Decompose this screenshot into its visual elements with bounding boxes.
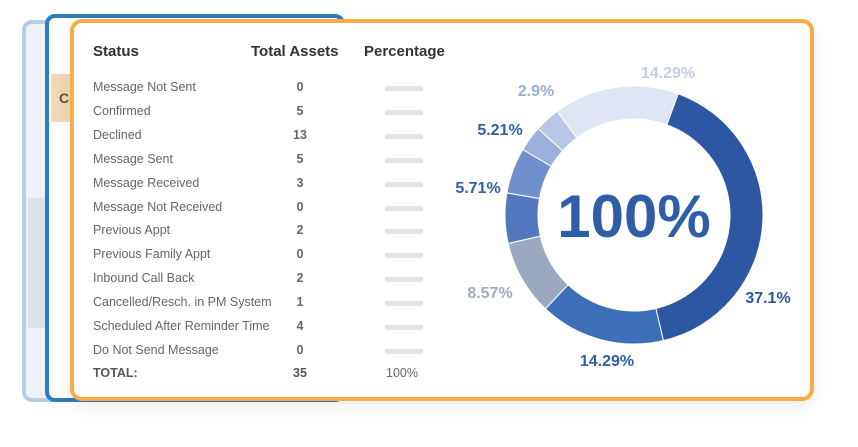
percentage-bar xyxy=(385,325,423,330)
status-label: Cancelled/Resch. in PM System xyxy=(93,295,272,310)
status-count: 13 xyxy=(293,127,307,142)
status-count: 3 xyxy=(296,175,304,190)
status-summary-card: Status Total Assets Percentage Message N… xyxy=(70,19,814,401)
donut-slice xyxy=(544,284,665,345)
status-label: Message Not Sent xyxy=(93,80,196,94)
donut-percent-label: 5.21% xyxy=(477,122,522,139)
status-label: Scheduled After Reminder Time xyxy=(93,319,270,333)
header-total-assets: Total Assets xyxy=(251,43,339,60)
percentage-bar xyxy=(385,229,423,235)
status-label: Message Not Received xyxy=(93,199,223,214)
donut-percent-label: 5.71% xyxy=(455,180,500,197)
percentage-bar xyxy=(385,253,423,259)
status-count: 5 xyxy=(296,151,304,166)
donut-slice xyxy=(556,85,679,139)
donut-chart: 100% 14.29% 2.9% 5.21% 5.71% 8.57% 14.29% 37.1% xyxy=(455,65,790,370)
status-label: Do Not Send Message xyxy=(93,342,219,357)
status-count: 4 xyxy=(296,319,304,333)
header-percentage: Percentage xyxy=(364,43,445,60)
donut-percent-label: 14.29% xyxy=(580,353,634,370)
donut-center-label: 100% xyxy=(557,183,710,250)
total-percentage: 100% xyxy=(386,366,418,380)
status-count: 0 xyxy=(296,80,304,94)
status-count: 0 xyxy=(296,199,304,214)
status-count: 2 xyxy=(296,271,304,286)
percentage-bar xyxy=(385,109,423,115)
total-label: TOTAL: xyxy=(93,366,138,380)
status-label: Previous Appt xyxy=(93,223,171,238)
donut-slice xyxy=(504,192,541,244)
status-label: Confirmed xyxy=(93,103,151,118)
donut-percent-label: 14.29% xyxy=(641,65,695,82)
status-label: Inbound Call Back xyxy=(93,271,195,286)
donut-percent-label: 37.1% xyxy=(745,290,790,307)
percentage-bar xyxy=(385,181,423,187)
percentage-bar xyxy=(385,205,423,211)
percentage-bar xyxy=(385,157,423,163)
percentage-bar xyxy=(385,301,423,307)
status-label: Message Sent xyxy=(93,151,173,166)
status-count: 0 xyxy=(296,247,304,262)
status-count: 0 xyxy=(296,342,304,357)
status-count: 2 xyxy=(296,223,304,238)
donut-percent-label: 2.9% xyxy=(518,83,554,100)
status-label: Message Received xyxy=(93,175,200,190)
status-count: 1 xyxy=(296,295,304,310)
donut-percent-label: 8.57% xyxy=(467,285,512,302)
status-label: Declined xyxy=(93,127,142,142)
percentage-bar xyxy=(385,133,423,139)
header-status: Status xyxy=(93,43,139,60)
total-count: 35 xyxy=(293,366,307,380)
percentage-bar xyxy=(385,348,423,354)
percentage-bar xyxy=(385,86,423,91)
status-label: Previous Family Appt xyxy=(93,247,211,262)
percentage-bar xyxy=(385,277,423,283)
status-count: 5 xyxy=(296,103,304,118)
